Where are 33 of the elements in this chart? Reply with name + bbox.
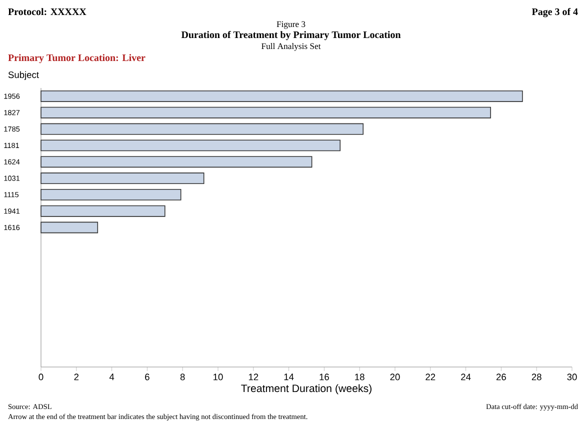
x-tick-label: 6: [145, 374, 150, 380]
bar: [40, 172, 204, 184]
chart-title: Figure 3: [276, 21, 306, 29]
bar: [40, 205, 166, 217]
x-tick-label: 16: [320, 374, 329, 380]
x-tick-label: 24: [461, 374, 471, 380]
x-tick-label: 14: [284, 374, 294, 380]
x-tick-label: 10: [214, 374, 223, 380]
bar: [40, 222, 98, 234]
x-tick-label: 22: [426, 374, 436, 380]
bar: [40, 188, 182, 200]
x-tick-label: 30: [567, 374, 577, 380]
text: Primary Tumor Location: Liver: [8, 54, 146, 64]
y-axis-title: Subject: [8, 71, 39, 80]
bar: [40, 123, 364, 135]
text: Full Analysis Set: [262, 43, 321, 51]
x-tick-label: 0: [38, 374, 44, 380]
x-tick-label: 20: [390, 374, 400, 380]
bar: [40, 90, 523, 102]
bar: [40, 106, 491, 118]
text: Page 3 of 4: [532, 8, 578, 18]
x-tick-label: 2: [74, 374, 79, 380]
text: Protocol: XXXXX: [8, 8, 86, 16]
chart-subtitle: Duration of Treatment by Primary Tumor Location: [181, 30, 401, 40]
x-axis-title: Treatment Duration (weeks): [241, 384, 372, 394]
bar: [40, 140, 341, 152]
x-tick-label: 4: [109, 374, 114, 380]
bar: [40, 156, 312, 168]
x-tick-label: 26: [496, 374, 506, 380]
x-tick-label: 28: [532, 374, 542, 380]
x-tick-label: 18: [355, 374, 364, 380]
x-tick-label: 12: [248, 374, 258, 380]
x-tick-label: 8: [180, 374, 185, 380]
